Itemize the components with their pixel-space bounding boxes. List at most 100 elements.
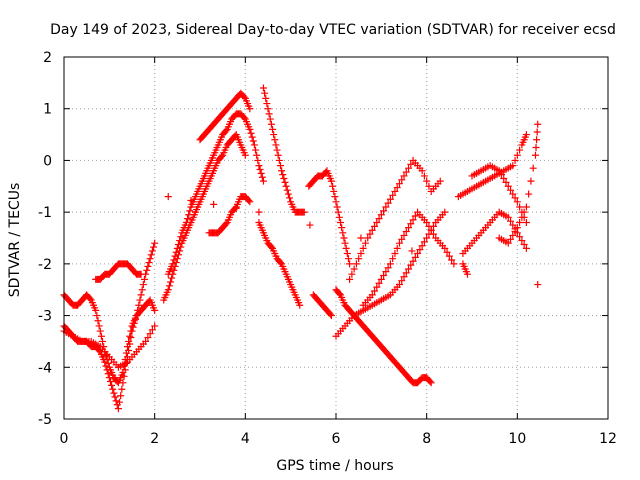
data-point: [104, 359, 112, 367]
data-point: [400, 172, 408, 180]
data-point: [513, 198, 521, 206]
data-point: [420, 172, 428, 180]
data-point: [300, 208, 308, 216]
data-point: [331, 193, 339, 201]
data-point: [513, 151, 521, 159]
data-point: [148, 326, 156, 334]
data-point: [418, 242, 426, 250]
data-point: [426, 378, 434, 386]
data-point: [333, 203, 341, 211]
data-point: [250, 141, 258, 149]
data-point: [273, 146, 281, 154]
data-point: [245, 197, 253, 205]
data-point: [507, 186, 515, 194]
data-point: [382, 268, 390, 276]
data-point: [254, 156, 262, 164]
data-point: [218, 153, 226, 161]
data-point: [533, 128, 541, 136]
series-18: [468, 162, 530, 226]
data-point: [267, 243, 275, 251]
data-point: [427, 226, 435, 234]
series-21: [164, 193, 471, 278]
data-point: [111, 393, 119, 401]
data-point: [271, 136, 279, 144]
data-point: [338, 224, 346, 232]
data-point: [135, 301, 143, 309]
data-point: [125, 337, 133, 345]
y-tick-label: 0: [43, 153, 52, 169]
data-point: [187, 197, 195, 205]
data-point: [511, 156, 519, 164]
data-point: [382, 203, 390, 211]
data-point: [116, 398, 124, 406]
y-tick-label: -4: [38, 360, 52, 376]
data-point: [151, 239, 159, 247]
data-point: [240, 93, 248, 101]
data-point: [361, 239, 369, 247]
data-point: [276, 162, 284, 170]
data-point: [327, 177, 335, 185]
data-point: [418, 167, 426, 175]
data-point: [448, 256, 456, 264]
data-point: [144, 334, 152, 342]
data-point: [257, 169, 265, 177]
data-point: [352, 260, 360, 268]
data-point: [425, 182, 433, 190]
data-point: [441, 208, 449, 216]
data-point: [144, 262, 152, 270]
data-point: [357, 234, 365, 242]
data-point: [241, 151, 249, 159]
data-point: [391, 187, 399, 195]
data-point: [500, 175, 508, 183]
data-point: [522, 131, 530, 139]
data-point: [332, 198, 340, 206]
data-point: [274, 151, 282, 159]
data-point: [341, 239, 349, 247]
data-point: [405, 164, 413, 172]
data-point: [522, 244, 530, 252]
data-point: [407, 220, 415, 228]
data-point: [507, 235, 515, 243]
data-point: [164, 286, 172, 294]
data-point: [516, 203, 524, 211]
data-point: [256, 165, 264, 173]
data-point: [407, 160, 415, 168]
data-point: [436, 177, 444, 185]
data-point: [263, 100, 271, 108]
data-point: [167, 278, 175, 286]
series-7: [205, 193, 254, 237]
data-point: [407, 261, 415, 269]
series-6: [196, 89, 254, 144]
data-point: [531, 151, 539, 159]
data-point: [306, 221, 314, 229]
data-point: [329, 182, 337, 190]
x-tick-label: 10: [508, 431, 526, 447]
data-point: [186, 207, 194, 215]
data-point: [210, 200, 218, 208]
data-point: [516, 218, 524, 226]
data-point: [398, 277, 406, 285]
data-point: [118, 385, 126, 393]
data-point: [232, 204, 240, 212]
data-point: [327, 312, 335, 320]
data-point: [165, 282, 173, 290]
data-point: [532, 144, 540, 151]
x-tick-label: 2: [150, 431, 159, 447]
data-point: [296, 301, 304, 309]
series-14: [346, 156, 444, 283]
data-point: [395, 180, 403, 188]
data-point: [411, 212, 419, 220]
data-point: [368, 291, 376, 299]
data-point: [393, 244, 401, 252]
grid: [64, 57, 608, 419]
data-point: [150, 243, 158, 251]
data-point: [108, 381, 116, 389]
data-point: [255, 162, 263, 170]
data-point: [240, 114, 248, 122]
data-point: [177, 233, 185, 241]
data-point: [264, 105, 272, 113]
series-16: [454, 131, 530, 201]
data-point: [463, 270, 471, 278]
series-4: [164, 110, 267, 278]
data-point: [267, 120, 275, 128]
